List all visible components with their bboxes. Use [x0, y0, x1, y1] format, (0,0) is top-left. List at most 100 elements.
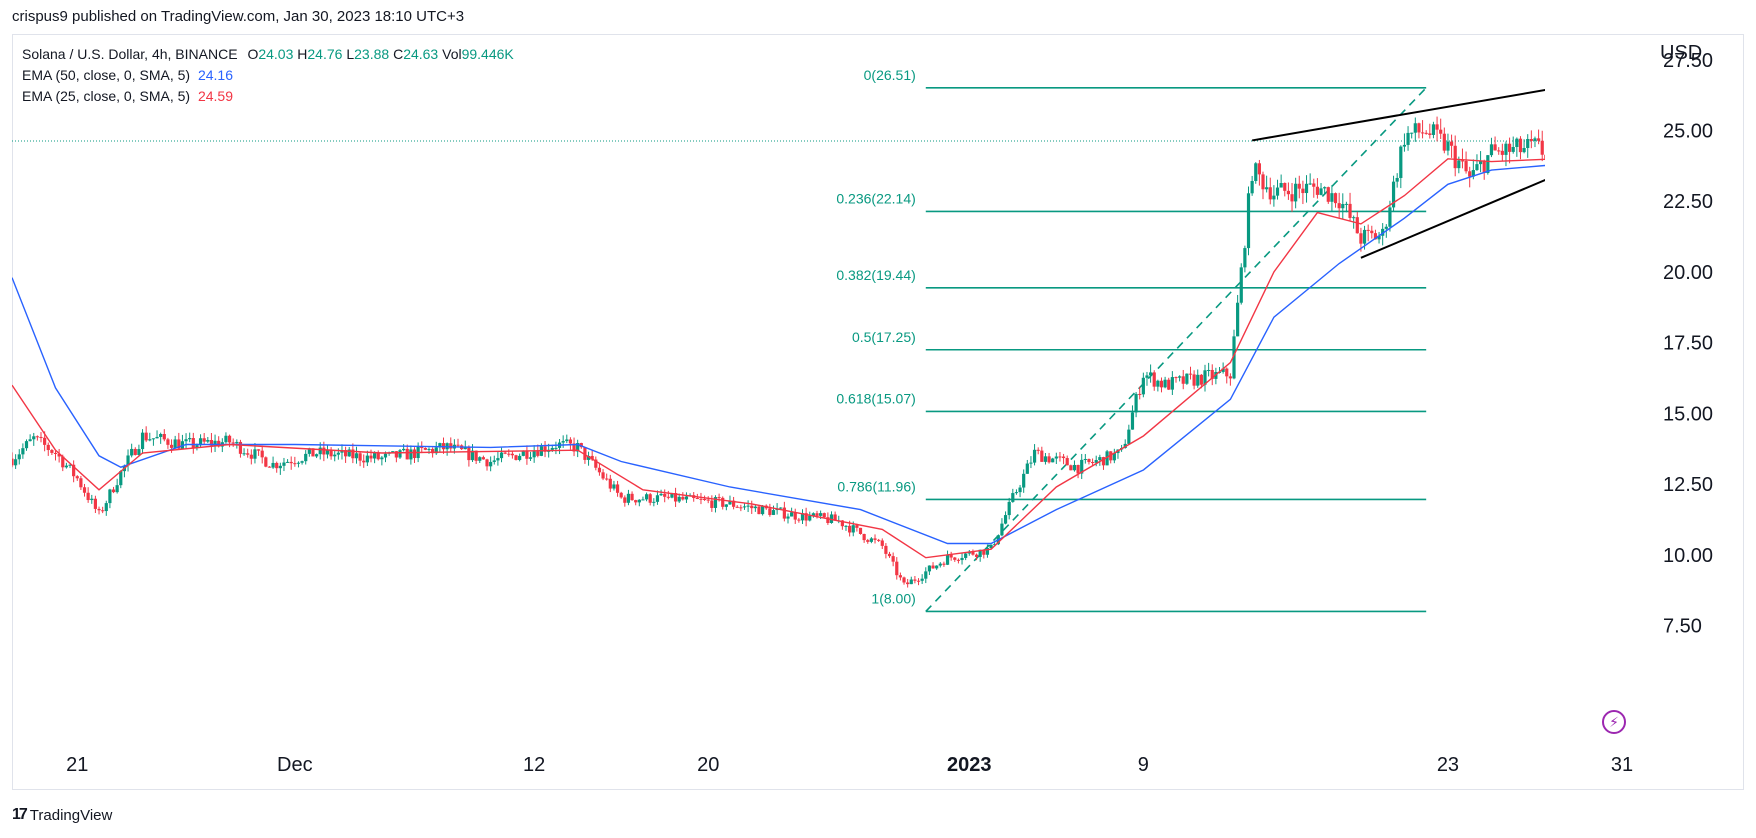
candle-body [985, 548, 990, 555]
candle [1159, 377, 1164, 393]
candle-body [1420, 132, 1425, 134]
candle [184, 433, 188, 449]
candle [68, 464, 72, 469]
candle-body [198, 438, 203, 446]
candle [561, 435, 565, 448]
candle [699, 492, 703, 505]
candle [137, 444, 141, 457]
candle [489, 456, 493, 472]
candle-body [644, 494, 649, 500]
candle [858, 527, 863, 535]
low-label: L [346, 46, 355, 62]
candle [72, 460, 76, 483]
candle [1584, 135, 1587, 168]
ema25-line [12, 158, 1545, 559]
candle-body [1599, 141, 1602, 151]
candle [1098, 454, 1102, 466]
candle [1395, 173, 1399, 188]
candle-body [304, 453, 308, 462]
candle-body [670, 493, 674, 498]
candle-body [1588, 144, 1591, 154]
candle-body [1297, 183, 1301, 189]
candle-body [862, 533, 866, 541]
candle [213, 434, 217, 453]
legend-ema25-row[interactable]: EMA (25, close, 0, SMA, 5) 24.59 [22, 86, 514, 107]
candle [90, 494, 94, 504]
candle-body [536, 451, 540, 456]
candle [597, 462, 602, 476]
candle-body [1559, 148, 1562, 164]
candle [978, 549, 982, 562]
candle-body [666, 496, 670, 498]
candle-body [50, 450, 54, 453]
candle-body [1236, 302, 1240, 337]
candle-body [61, 456, 65, 468]
candle-body [1504, 143, 1508, 155]
legend-ema50-row[interactable]: EMA (50, close, 0, SMA, 5) 24.16 [22, 65, 514, 86]
candle [1058, 451, 1062, 462]
candle [188, 432, 192, 443]
candle [148, 432, 152, 442]
candle-body [550, 447, 554, 450]
lightning-icon[interactable]: ⚡ [1602, 710, 1626, 734]
candle [28, 434, 32, 442]
candle [126, 449, 130, 472]
candle-body [514, 455, 518, 460]
candle [1555, 135, 1558, 150]
candle-body [576, 443, 580, 452]
candle [1072, 460, 1077, 472]
tradingview-brand[interactable]: 17 TradingView [12, 806, 112, 824]
candle [706, 496, 710, 504]
candle-body [1196, 374, 1200, 386]
candle-body [1344, 203, 1349, 205]
candle-body [735, 506, 739, 508]
candle [1493, 136, 1497, 151]
candle-body [68, 464, 72, 466]
candle-body [877, 539, 881, 541]
candle [496, 451, 500, 466]
candle-body [1007, 501, 1011, 516]
candle-body [184, 439, 188, 442]
candle [1174, 376, 1178, 383]
candle [1497, 147, 1501, 155]
candle [1210, 364, 1214, 386]
candle-body [456, 444, 460, 446]
candle-body [1526, 138, 1530, 148]
candle [1065, 455, 1069, 466]
candle-body [249, 454, 253, 459]
candle [1192, 370, 1196, 390]
candle [891, 552, 895, 567]
candle-body [695, 498, 699, 500]
candle-body [971, 551, 975, 555]
low-value: 23.88 [354, 46, 390, 62]
candle-body [1370, 230, 1374, 234]
candle [50, 448, 54, 455]
candle-body [840, 520, 844, 527]
candle-body [1083, 458, 1087, 460]
candle [1257, 159, 1261, 186]
candle [1000, 518, 1004, 537]
candle [1606, 116, 1609, 128]
candle-body [935, 565, 939, 569]
candle [1109, 451, 1113, 464]
y-tick-label: 22.50 [1663, 191, 1713, 213]
candle-body [434, 447, 438, 454]
candle [612, 480, 616, 491]
candle-body [1014, 492, 1019, 494]
candle [793, 508, 797, 524]
candle-body [1606, 124, 1609, 125]
candle [1272, 185, 1276, 207]
candle [242, 448, 246, 456]
candle-body [1308, 183, 1312, 185]
candle [1500, 143, 1504, 162]
candle [1011, 488, 1015, 503]
candle-body [431, 448, 435, 454]
candle-body [322, 447, 326, 455]
fib-level-label: 0(26.51) [864, 67, 916, 83]
candle-body [307, 448, 311, 454]
candle-body [1090, 462, 1095, 464]
candle [46, 442, 50, 456]
candle [681, 492, 685, 501]
candle-body [1286, 190, 1290, 195]
